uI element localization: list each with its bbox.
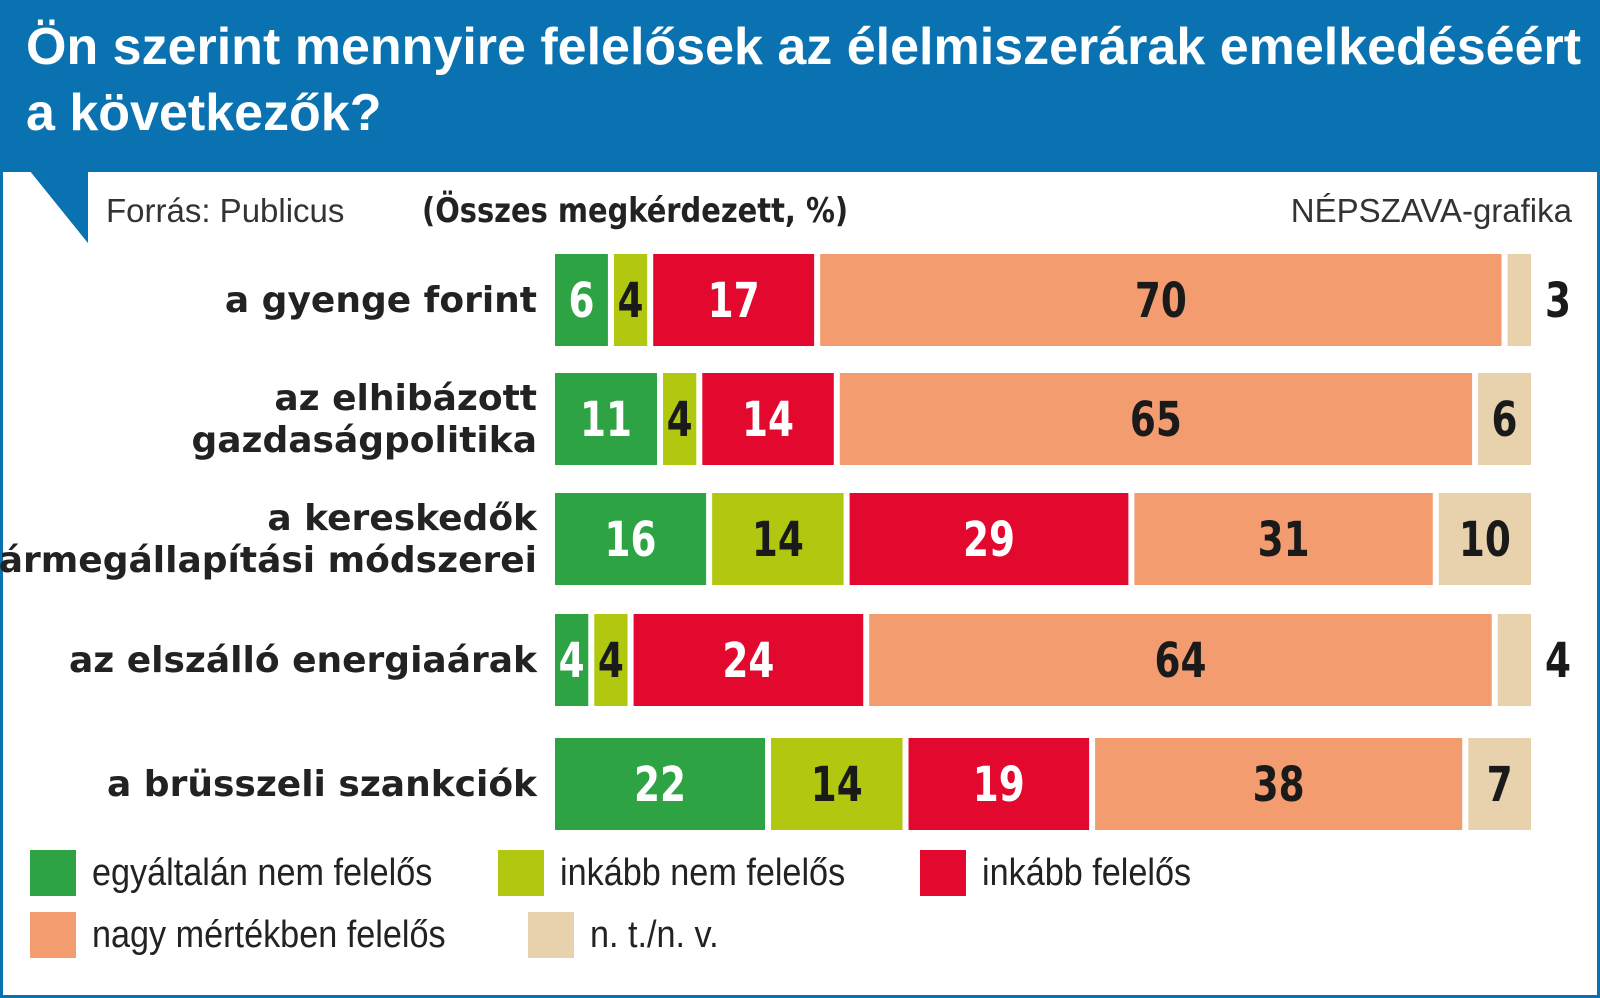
- data-label: 19: [973, 757, 1025, 813]
- credit-label: NÉPSZAVA-grafika: [1290, 192, 1572, 229]
- data-label: 11: [580, 392, 632, 448]
- bar-segment: [555, 493, 707, 585]
- data-label: 7: [1487, 757, 1513, 813]
- data-label: 4: [598, 633, 624, 689]
- chart-title: Ön szerint mennyire felelősek az élelmis…: [26, 18, 1582, 142]
- bar-segment: [555, 614, 589, 706]
- data-label: 17: [708, 273, 760, 329]
- data-label: 4: [618, 273, 644, 329]
- data-label: 4: [1545, 633, 1571, 689]
- category-label: a brüsszeli szankciók: [107, 764, 538, 805]
- legend-swatch: [528, 912, 574, 958]
- category-label: a kereskedők ármegállapítási módszerei: [0, 498, 538, 581]
- legend-item: egyáltalán nem felelős: [30, 850, 470, 896]
- bar-segment: [1095, 738, 1463, 830]
- bar-segment: [908, 738, 1090, 830]
- category-label: az elhibázott gazdaságpolitika: [191, 378, 537, 461]
- legend-label: inkább nem felelős: [560, 851, 846, 894]
- data-label: 31: [1258, 512, 1310, 568]
- bar-segment: [555, 738, 766, 830]
- bar-segment: [1478, 373, 1531, 465]
- legend-item: n. t./n. v.: [528, 912, 733, 958]
- data-label: 4: [667, 392, 693, 448]
- bar-segment: [653, 254, 815, 346]
- bar-segment: [1134, 493, 1433, 585]
- data-label: 70: [1135, 273, 1187, 329]
- legend-swatch: [30, 850, 76, 896]
- source-label: Forrás: Publicus: [106, 192, 345, 229]
- data-label: 14: [742, 392, 794, 448]
- bar-segment: [849, 493, 1129, 585]
- bar-segment: [869, 614, 1492, 706]
- bar-segment: [613, 254, 648, 346]
- legend-swatch: [498, 850, 544, 896]
- legend-swatch: [30, 912, 76, 958]
- legend-label: inkább felelős: [982, 851, 1192, 894]
- data-label: 6: [1492, 392, 1518, 448]
- data-label: 6: [568, 273, 594, 329]
- data-label: 14: [811, 757, 863, 813]
- legend-label: n. t./n. v.: [590, 913, 719, 956]
- title-tab-decoration: [30, 171, 88, 243]
- category-label: az elszálló energiaárak: [69, 640, 538, 681]
- bar-segment: [555, 254, 608, 346]
- legend-label: egyáltalán nem felelős: [92, 851, 433, 894]
- unit-label: (Összes megkérdezett, %): [422, 191, 849, 231]
- bar-segment: [702, 373, 834, 465]
- data-label: 4: [559, 633, 585, 689]
- legend-label: nagy mértékben felelős: [92, 913, 446, 956]
- bar-segment: [1468, 738, 1531, 830]
- data-label: 38: [1253, 757, 1305, 813]
- title-bar: Ön szerint mennyire felelősek az élelmis…: [0, 0, 1600, 172]
- data-label: 65: [1130, 392, 1182, 448]
- bar-segment: [1438, 493, 1531, 585]
- legend-item: inkább felelős: [920, 850, 1214, 896]
- data-label: 14: [752, 512, 804, 568]
- data-label: 10: [1459, 512, 1511, 568]
- bar-segment: [1497, 614, 1531, 706]
- data-label: 64: [1154, 633, 1206, 689]
- bar-segment: [633, 614, 864, 706]
- legend-item: inkább nem felelős: [498, 850, 877, 896]
- bar-segment: [712, 493, 844, 585]
- legend-item: nagy mértékben felelős: [30, 912, 485, 958]
- bar-segment: [555, 373, 658, 465]
- bar-segment: [820, 254, 1502, 346]
- bar-segment: [771, 738, 903, 830]
- data-label: 3: [1545, 273, 1571, 329]
- data-label: 16: [605, 512, 657, 568]
- bar-segment: [663, 373, 697, 465]
- data-label: 24: [722, 633, 774, 689]
- data-label: 22: [634, 757, 686, 813]
- data-label: 29: [963, 512, 1015, 568]
- category-label: a gyenge forint: [225, 280, 537, 321]
- bar-segment: [594, 614, 628, 706]
- legend-swatch: [920, 850, 966, 896]
- bar-segment: [839, 373, 1473, 465]
- bar-segment: [1507, 254, 1531, 346]
- legend: egyáltalán nem felelős inkább nem felelős…: [30, 850, 1570, 980]
